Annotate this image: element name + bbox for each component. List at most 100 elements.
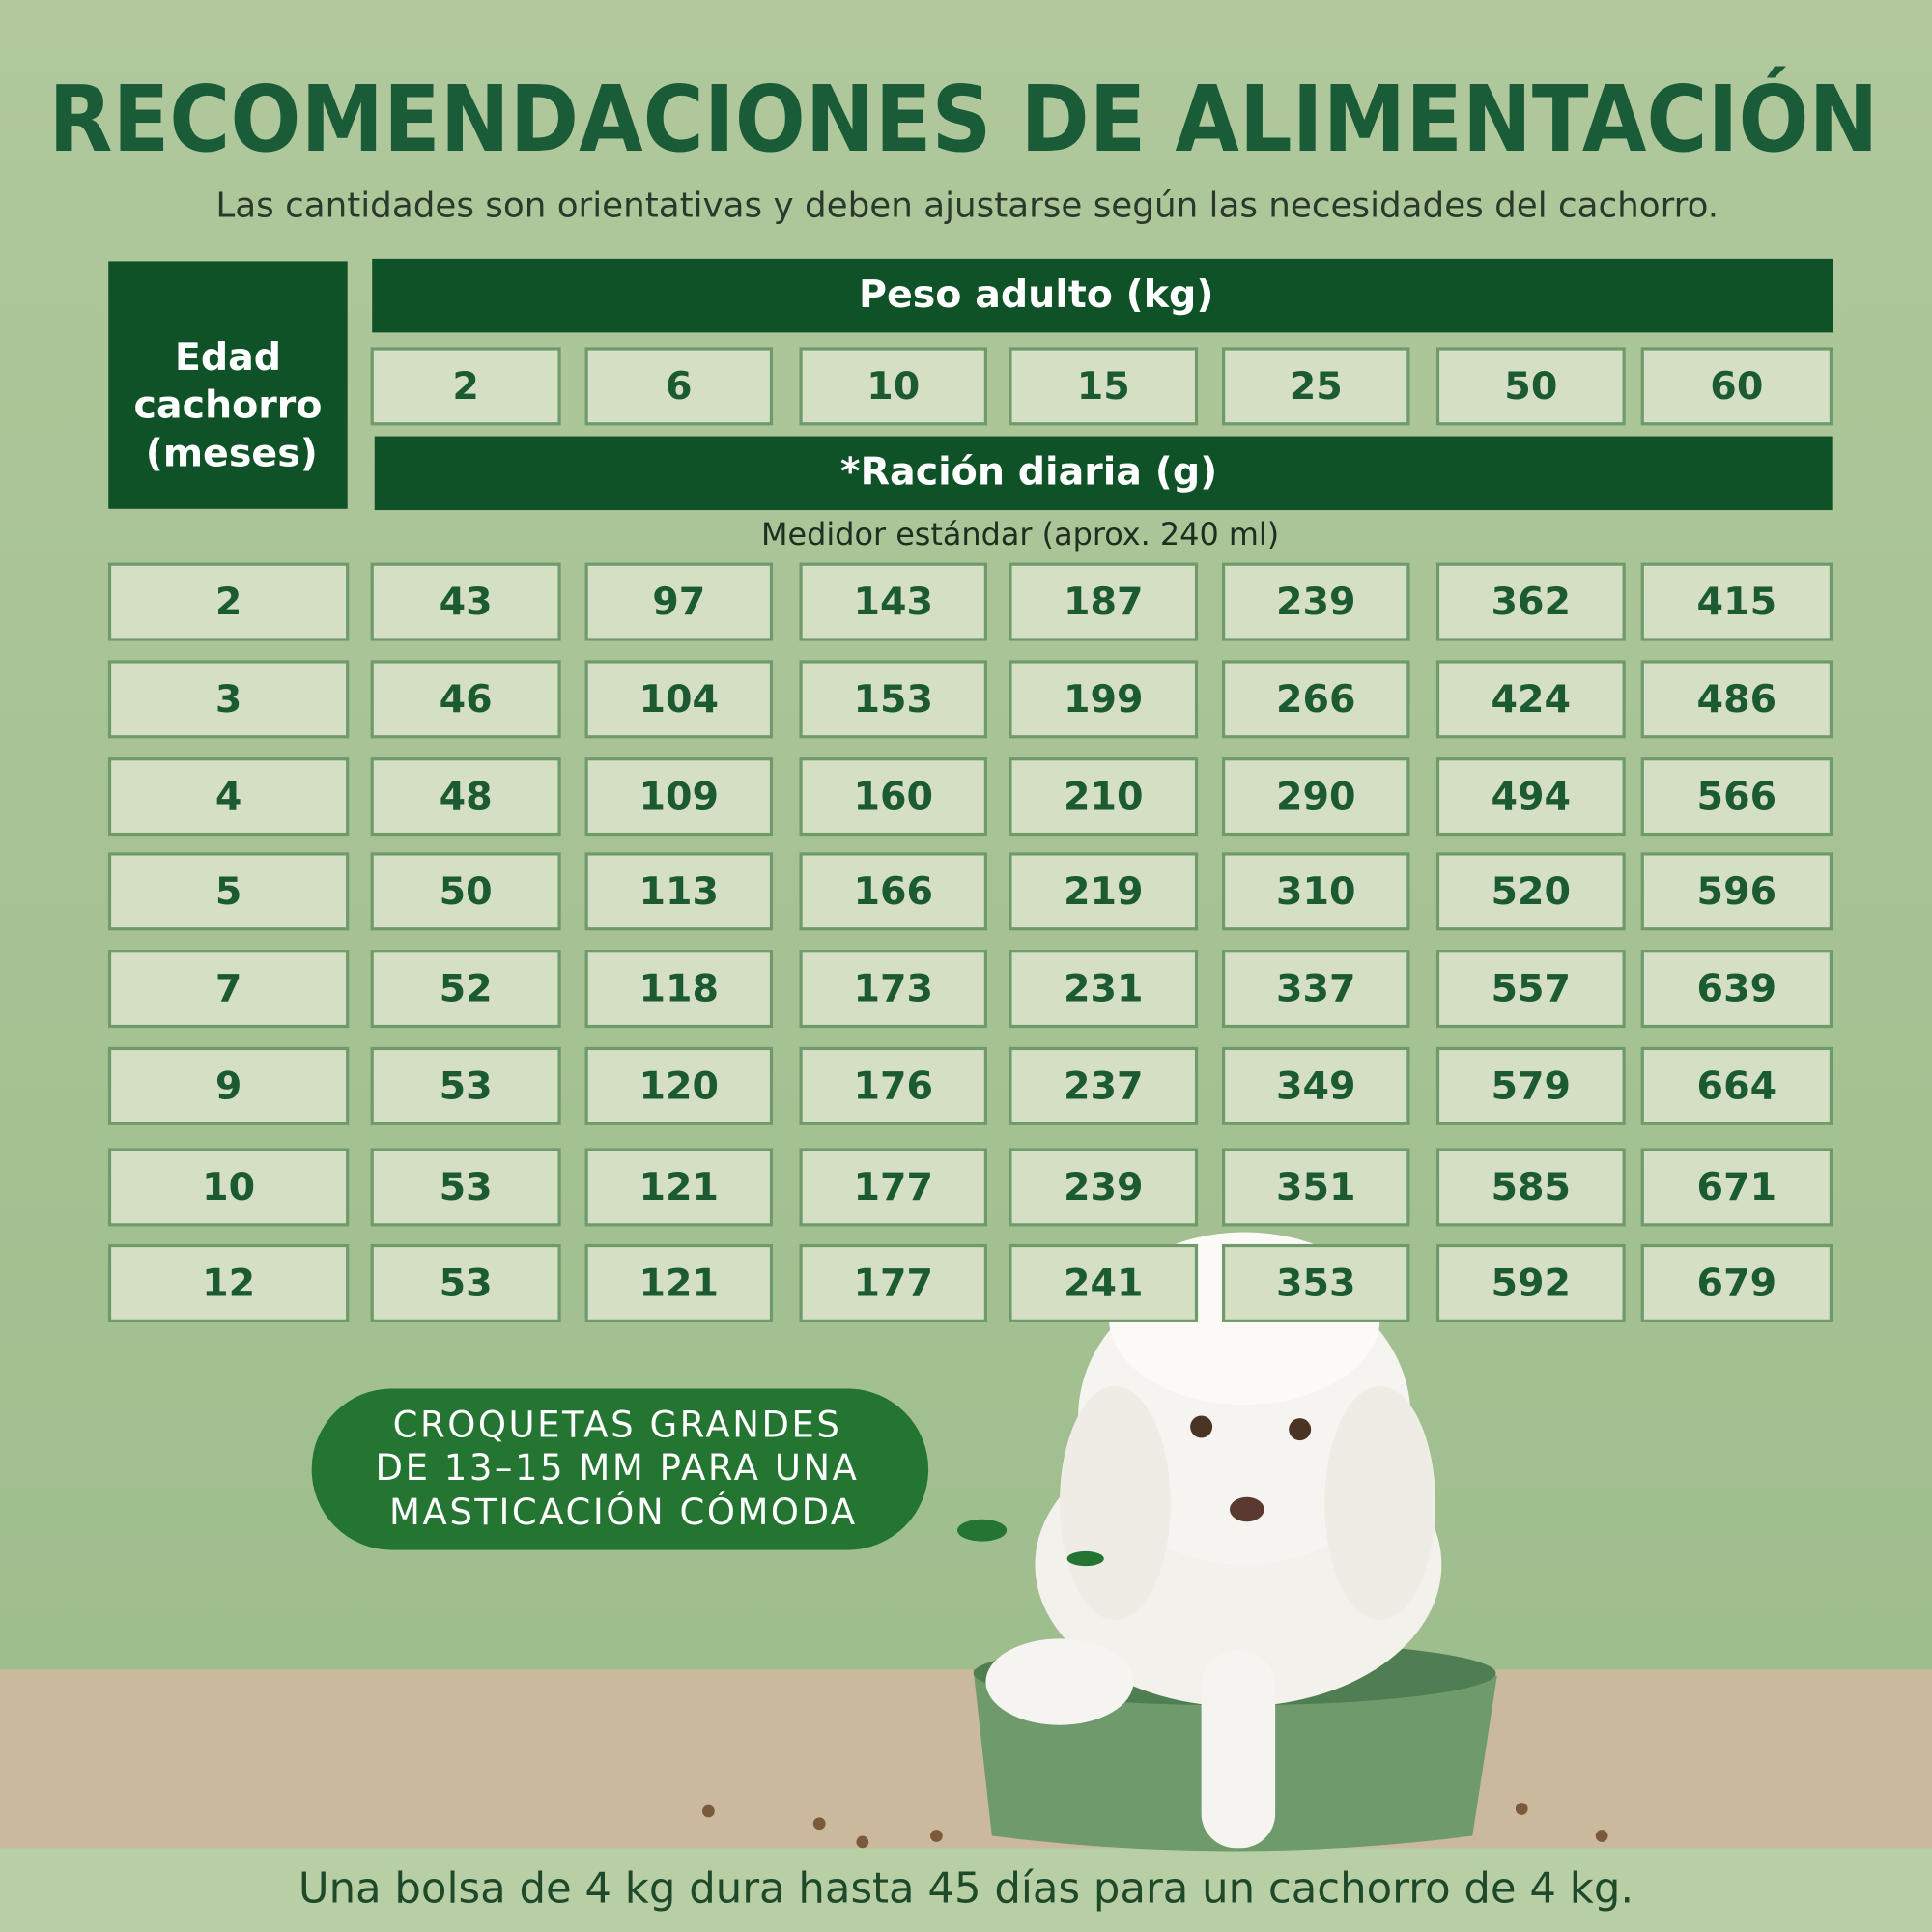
weight: 60: [1710, 364, 1763, 409]
ration-cell: [1640, 1148, 1833, 1227]
ration: 596: [1697, 869, 1777, 914]
title: RECOMENDACIONES DE ALIMENTACIÓN: [48, 66, 1878, 173]
ration-cell: [1435, 852, 1626, 931]
ration: 53: [440, 1165, 493, 1209]
ration: 173: [853, 967, 933, 1011]
ration: 557: [1492, 967, 1572, 1011]
ration: 486: [1697, 677, 1777, 722]
ration-cell: [799, 660, 988, 739]
ration-cell: [584, 757, 774, 837]
age-cell: [107, 852, 350, 931]
ration: 97: [652, 580, 705, 624]
ration-cell: [1221, 950, 1410, 1029]
ration-cell: [1640, 852, 1833, 931]
ration-cell: [1640, 1243, 1833, 1322]
weight-cell: [1221, 347, 1410, 426]
ration-cell: [370, 1046, 561, 1125]
weight-header: Peso adulto (kg): [859, 272, 1213, 317]
ration: 424: [1492, 677, 1572, 722]
ration-cell: [370, 852, 561, 931]
subtitle: Las cantidades son orientativas y deben …: [215, 185, 1719, 225]
ration-cell: [1009, 1046, 1199, 1125]
ration: 239: [1276, 580, 1356, 624]
speech-bubble: [311, 1388, 929, 1550]
ration-cell: [1435, 1148, 1626, 1227]
weight-cell: [1009, 347, 1199, 426]
ration-cell: [799, 950, 988, 1029]
ration: 46: [440, 677, 493, 722]
ration: 266: [1276, 677, 1356, 722]
ration-cell: [584, 950, 774, 1029]
ration: 53: [440, 1261, 493, 1305]
ration-cell: [370, 757, 561, 837]
ration-cell: [1009, 757, 1199, 837]
bubble-dot: [1066, 1550, 1104, 1567]
ration-header-box: [374, 436, 1833, 511]
ration: 664: [1697, 1064, 1777, 1108]
ration-cell: [370, 1243, 561, 1322]
ration-cell: [1221, 660, 1410, 739]
ration-cell: [584, 660, 774, 739]
age: 10: [202, 1165, 255, 1209]
ration-cell: [584, 562, 774, 641]
age: 3: [215, 677, 242, 722]
weight: 25: [1290, 364, 1343, 409]
weight-cell: [1435, 347, 1626, 426]
weight: 50: [1504, 364, 1557, 409]
age-header: cachorro: [133, 384, 322, 428]
ration: 121: [639, 1165, 720, 1209]
weight: 6: [666, 364, 693, 409]
ration: 639: [1697, 967, 1777, 1011]
age-cell: [107, 1243, 350, 1322]
ration: 118: [639, 967, 720, 1011]
ration: 679: [1697, 1261, 1777, 1305]
age: 9: [215, 1064, 242, 1108]
ration: 104: [639, 677, 720, 722]
ration: 351: [1276, 1165, 1356, 1209]
ration-cell: [1640, 950, 1833, 1029]
weight: 2: [452, 364, 479, 409]
ration: 585: [1492, 1165, 1572, 1209]
ration-cell: [1640, 1046, 1833, 1125]
ration: 121: [639, 1261, 720, 1305]
weight-cell: [1640, 347, 1833, 426]
weight-header-box: [372, 258, 1833, 333]
ration-cell: [1435, 1046, 1626, 1125]
ration: 337: [1276, 967, 1356, 1011]
ration: 239: [1064, 1165, 1144, 1209]
ration-cell: [1435, 757, 1626, 837]
ration-header: *Ración diaria (g): [840, 450, 1217, 495]
ration: 219: [1064, 869, 1144, 914]
ration-cell: [799, 757, 988, 837]
age-header-box: [108, 261, 348, 509]
ration-cell: [1009, 852, 1199, 931]
age: 4: [215, 775, 242, 819]
weight-cell: [584, 347, 774, 426]
ration: 187: [1064, 580, 1144, 624]
ration-cell: [799, 1148, 988, 1227]
ration-cell: [1435, 660, 1626, 739]
ration-cell: [1009, 562, 1199, 641]
ration-cell: [1435, 562, 1626, 641]
ration: 237: [1064, 1064, 1144, 1108]
age: 12: [202, 1261, 255, 1305]
ration-cell: [1009, 660, 1199, 739]
ration-cell: [1009, 1243, 1199, 1322]
ration: 353: [1276, 1261, 1356, 1305]
ration: 160: [853, 775, 933, 819]
weight-cell: [799, 347, 988, 426]
ration-cell: [1221, 852, 1410, 931]
bubble-text: CROQUETAS GRANDES: [393, 1405, 842, 1446]
ration-cell: [1640, 757, 1833, 837]
ration-cell: [370, 562, 561, 641]
ration-cell: [1221, 562, 1410, 641]
ration: 177: [853, 1165, 933, 1209]
age: 7: [215, 967, 242, 1011]
age-cell: [107, 660, 350, 739]
ration: 415: [1697, 580, 1777, 624]
age-cell: [107, 1046, 350, 1125]
ration: 176: [853, 1064, 933, 1108]
bubble-text: MASTICACIÓN CÓMODA: [389, 1491, 858, 1533]
